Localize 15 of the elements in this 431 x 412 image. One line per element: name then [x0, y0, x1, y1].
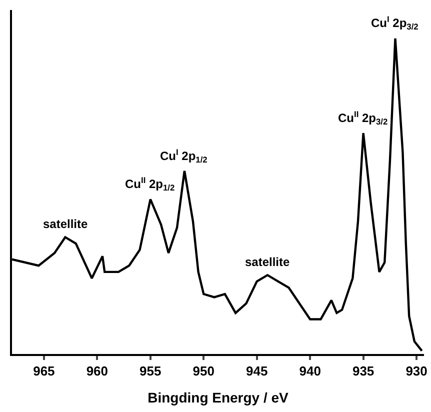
x-tick-label: 940 [299, 364, 321, 379]
x-tick-label: 945 [246, 364, 268, 379]
x-tick-label: 960 [86, 364, 108, 379]
annotation: Cu$^{I}$ 2p$_{1/2}$ [160, 147, 208, 165]
x-tick-label: 965 [33, 364, 55, 379]
annotation: Cu$^{I}$ 2p$_{3/2}$ [371, 14, 419, 32]
annotation: satellite [245, 255, 290, 269]
annotation: Cu$^{II}$ 2p$_{3/2}$ [338, 109, 388, 127]
x-tick-label: 950 [192, 364, 214, 379]
annotation: satellite [43, 217, 88, 231]
x-tick-label: 930 [406, 364, 428, 379]
annotation: Cu$^{II}$ 2p$_{1/2}$ [125, 175, 175, 193]
x-tick-label: 935 [352, 364, 374, 379]
x-tick-label: 955 [140, 364, 162, 379]
x-axis-title: Bingding Energy / eV [148, 389, 290, 406]
